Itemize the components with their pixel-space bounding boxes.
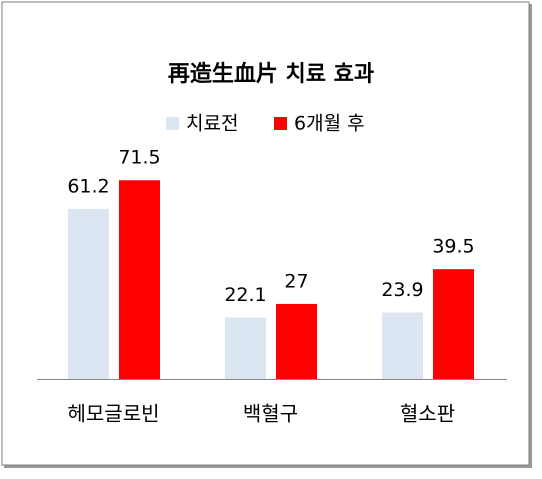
value-label: 71.5 (118, 147, 160, 169)
value-label: 23.9 (381, 279, 423, 301)
legend-label: 치료전 (186, 113, 238, 135)
bar (119, 180, 160, 379)
x-tick-label: 혈소판 (400, 402, 455, 426)
value-label: 22.1 (224, 284, 266, 306)
chart-title: 再造生血片 치료 효과 (168, 61, 374, 87)
legend-label: 6개월 후 (294, 113, 365, 135)
value-label: 61.2 (67, 175, 109, 197)
legend-swatch (166, 117, 179, 130)
x-tick-label: 헤모글로빈 (68, 402, 160, 426)
bar (382, 312, 423, 379)
bar (68, 208, 109, 379)
legend-swatch (274, 117, 287, 130)
value-label: 39.5 (432, 236, 474, 258)
value-label: 27 (284, 270, 308, 292)
x-tick-label: 백혈구 (243, 402, 298, 426)
bar (276, 303, 317, 379)
bar (433, 269, 474, 379)
bar (225, 317, 266, 379)
